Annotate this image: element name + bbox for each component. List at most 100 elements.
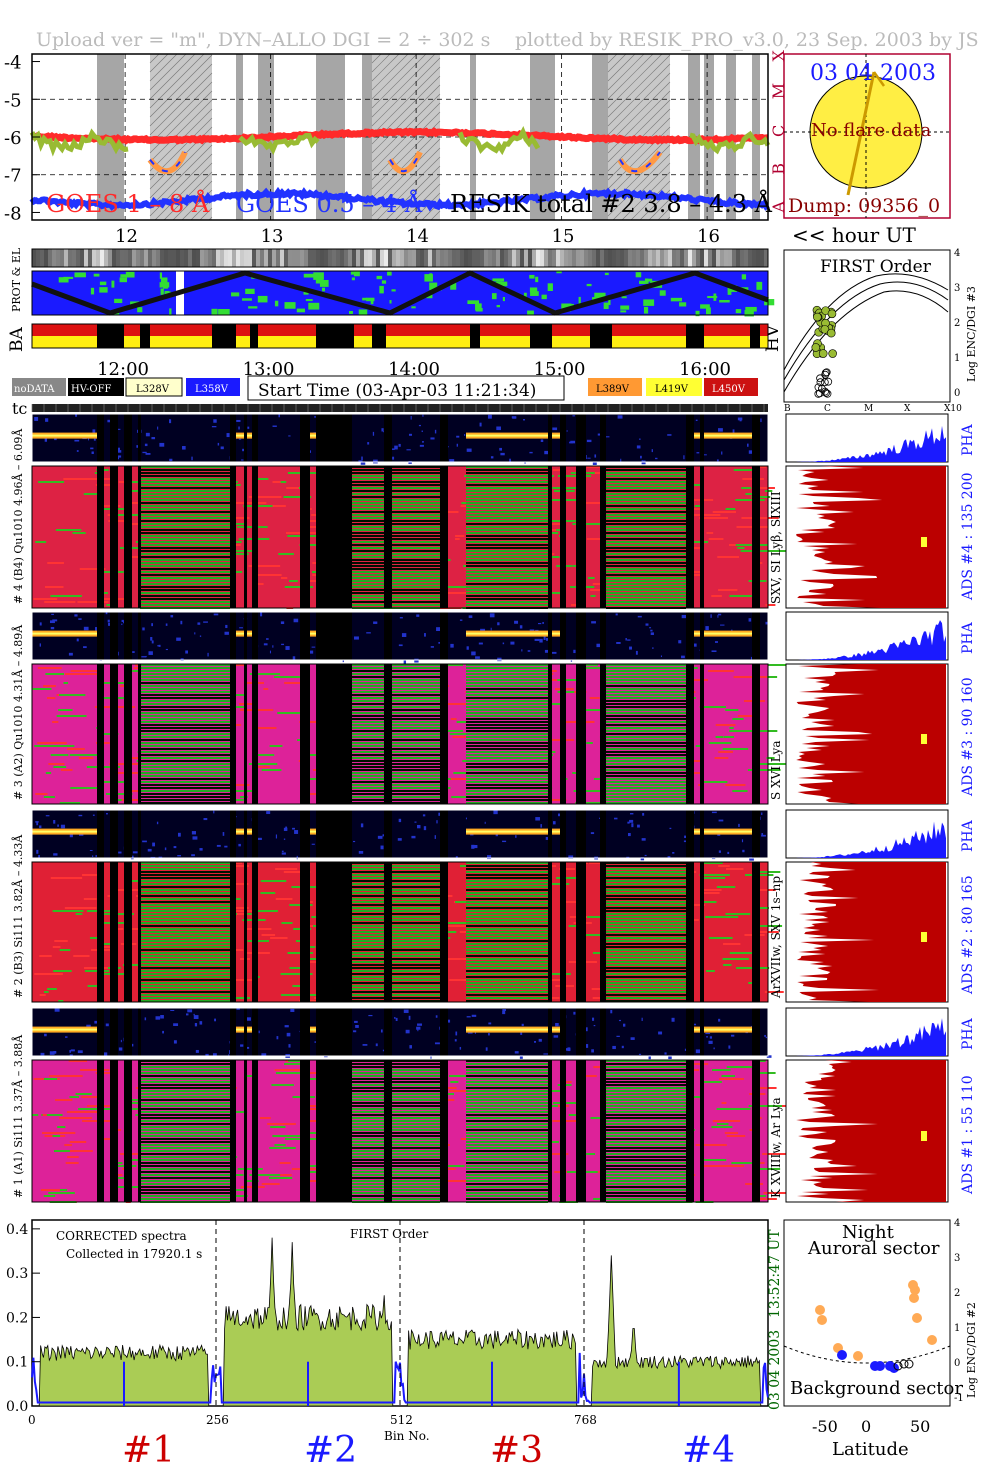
spectrogram-green-row: [352, 802, 440, 804]
spectrogram-stripe: [272, 1135, 303, 1137]
orbit-cell: [300, 249, 304, 267]
pha-black: [316, 1008, 352, 1056]
spectrogram-green-row: [352, 688, 440, 690]
spectrogram-green-row: [352, 1180, 440, 1182]
pha-speck: [641, 838, 646, 841]
spectrogram-green-row: [140, 1159, 230, 1161]
pha-speck: [414, 821, 417, 823]
first-order-point: [811, 343, 821, 352]
orbit-cell: [448, 249, 452, 267]
spectrogram-green-row: [352, 892, 440, 894]
time-axis: 12:00 13:00 14:00 15:00 16:00: [97, 359, 731, 380]
spectrogram-green-row: [606, 1141, 686, 1143]
spectrogram-stripe: [717, 556, 740, 558]
spectrogram-green-row: [352, 943, 440, 945]
orbit-cell: [248, 249, 252, 267]
spectrogram-green-row: [140, 1087, 230, 1089]
orbit-cell: [132, 249, 136, 267]
pha-speck: [479, 422, 482, 427]
pha-speck: [641, 460, 643, 462]
spectrogram-green-row: [466, 472, 548, 474]
pha-black: [230, 612, 236, 660]
hatch-line: [376, 156, 441, 221]
orbit-cell: [480, 249, 484, 267]
orbit-cell: [208, 249, 212, 267]
pha-speck: [103, 1052, 108, 1057]
hatch-line: [657, 207, 671, 221]
spectrogram-green-row: [140, 754, 230, 756]
spectrogram-stripe: [67, 748, 85, 750]
spectrogram-green-row: [140, 871, 230, 873]
spectrogram-black: [440, 664, 448, 804]
orbit-cell: [680, 249, 684, 267]
spectrogram-green-row: [140, 1078, 230, 1080]
spectrogram-stripe: [559, 868, 575, 870]
spectrogram-stripe: [70, 787, 98, 789]
pha-black: [252, 1008, 258, 1056]
prot-green: [741, 274, 747, 280]
prot-green: [114, 298, 123, 304]
pha-speck: [519, 625, 523, 629]
pha-band-core: [690, 632, 752, 635]
orbit-cell: [552, 249, 556, 267]
pha-speck: [711, 811, 717, 814]
pha-speck: [405, 1029, 410, 1034]
spectrogram-stripe: [52, 946, 61, 948]
pha-band-core: [310, 434, 316, 437]
spectrogram-green-row: [140, 664, 230, 666]
orbit-cell: [700, 249, 704, 267]
spectrogram-green-row: [466, 496, 548, 498]
spectrogram-green-row: [466, 865, 548, 867]
spectrogram-green-row: [466, 697, 548, 699]
pointer-line: [846, 71, 876, 196]
pha-black: [548, 414, 552, 462]
goes-short-curve: [29, 186, 770, 212]
spectrogram-stripe: [729, 727, 734, 729]
spectrogram-stripe: [751, 496, 771, 498]
spectrogram-green-row: [466, 1183, 548, 1185]
spectrogram-stripe: [701, 892, 720, 894]
spectrogram-stripe: [729, 595, 759, 597]
orbit-cell: [340, 249, 344, 267]
pha-band-core: [32, 1028, 97, 1031]
spectrogram-stripe: [686, 1063, 709, 1065]
spectrogram-green-row: [466, 556, 548, 558]
pha-speck: [285, 646, 290, 650]
orbit-cell: [520, 249, 524, 267]
pha-speck: [545, 836, 549, 840]
pha-speck: [529, 451, 533, 454]
latitude-y-tick: 2: [954, 1288, 960, 1299]
orbit-cell: [228, 249, 232, 267]
pha-black: [560, 1008, 566, 1056]
spectrogram-stripe: [270, 1126, 286, 1128]
spectrogram-stripe: [573, 790, 602, 792]
spectrogram-green-row: [140, 1072, 230, 1074]
spectrogram-green-row: [606, 763, 686, 765]
spectrogram-green-row: [466, 727, 548, 729]
hatch-line: [371, 53, 382, 64]
pha-speck: [521, 1023, 524, 1027]
spectrogram-green-row: [352, 871, 440, 873]
spectrogram-green-row: [140, 1141, 230, 1143]
spectrogram-green-row: [140, 475, 230, 477]
spectrogram-stripe: [87, 985, 101, 987]
pha-speck: [123, 621, 125, 624]
spectrogram-green-row: [352, 997, 440, 999]
pha-speck: [78, 814, 83, 817]
prot-green: [620, 305, 630, 310]
pha-speck: [106, 813, 108, 815]
pha-speck: [586, 439, 592, 443]
spectrogram-green-row: [466, 787, 548, 789]
spectrogram-stripe: [274, 1144, 286, 1146]
spectrogram-stripe: [75, 1093, 92, 1095]
spectrogram-green-row: [352, 592, 440, 594]
pha-speck: [222, 832, 225, 836]
spectrogram-green-row: [140, 889, 230, 891]
orbit-cell: [568, 249, 572, 267]
spectrogram-black: [686, 664, 694, 804]
spectrogram-stripe: [767, 664, 800, 666]
spectrogram-green-row: [140, 547, 230, 549]
prot-green: [695, 310, 700, 317]
spectrogram-green-row: [140, 511, 230, 513]
spectrogram-stripe: [450, 1081, 459, 1083]
